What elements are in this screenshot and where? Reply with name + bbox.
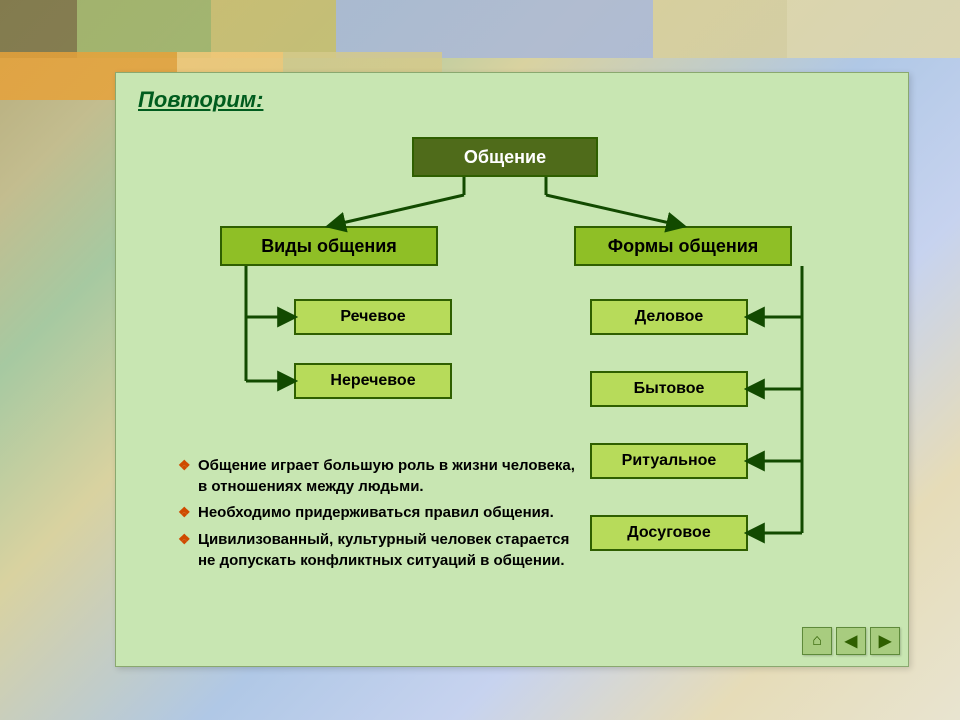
nav-next-button[interactable]: ▶ bbox=[870, 627, 900, 655]
node-form-1: Деловое bbox=[590, 299, 748, 335]
slide-panel: Повторим: Общение Виды общения Формы общ… bbox=[115, 72, 909, 667]
node-form-2-label: Бытовое bbox=[634, 380, 705, 398]
nav-prev-button[interactable]: ◀ bbox=[836, 627, 866, 655]
bullet-3: Цивилизованный, культурный человек стара… bbox=[178, 530, 578, 571]
node-form-2: Бытовое bbox=[590, 371, 748, 407]
node-form-4: Досуговое bbox=[590, 515, 748, 551]
node-type-2-label: Неречевое bbox=[330, 372, 415, 390]
bullet-2: Необходимо придерживаться правил общения… bbox=[178, 503, 578, 524]
node-type-1-label: Речевое bbox=[340, 308, 405, 326]
node-form-3-label: Ритуальное bbox=[622, 452, 717, 470]
node-root-label: Общение bbox=[464, 147, 546, 168]
node-types: Виды общения bbox=[220, 226, 438, 266]
decorative-band-top bbox=[0, 0, 960, 58]
node-type-2: Неречевое bbox=[294, 363, 452, 399]
node-form-1-label: Деловое bbox=[635, 308, 704, 326]
node-forms: Формы общения bbox=[574, 226, 792, 266]
node-root: Общение bbox=[412, 137, 598, 177]
nav-home-button[interactable]: ⌂ bbox=[802, 627, 832, 655]
node-form-3: Ритуальное bbox=[590, 443, 748, 479]
node-type-1: Речевое bbox=[294, 299, 452, 335]
node-forms-label: Формы общения bbox=[608, 236, 759, 257]
slide-title: Повторим: bbox=[138, 87, 263, 113]
bullet-list: Общение играет большую роль в жизни чело… bbox=[138, 456, 578, 577]
node-form-4-label: Досуговое bbox=[627, 524, 710, 542]
node-types-label: Виды общения bbox=[261, 236, 397, 257]
bullet-1: Общение играет большую роль в жизни чело… bbox=[178, 456, 578, 497]
